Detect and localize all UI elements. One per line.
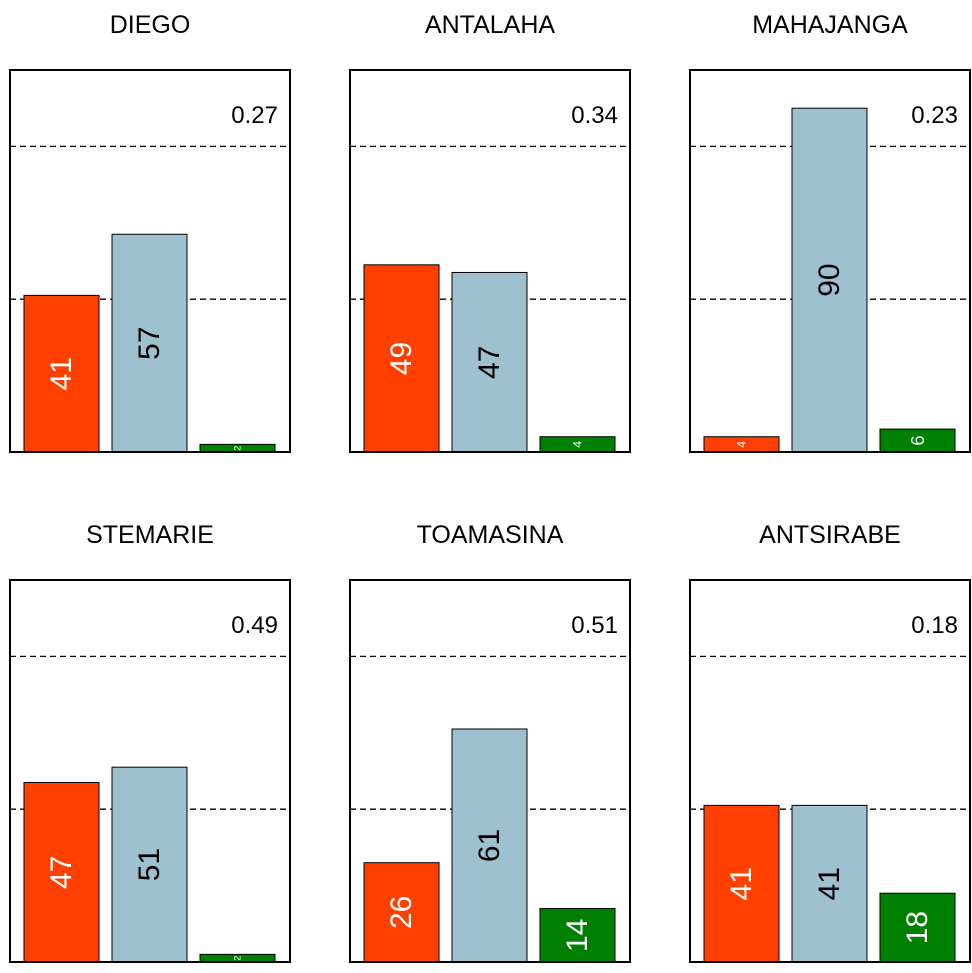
bar bbox=[451, 728, 528, 963]
panel-corner-value: 0.49 bbox=[231, 612, 278, 639]
panel-frame bbox=[9, 579, 291, 963]
panel-title: TOAMASINA bbox=[417, 521, 564, 549]
bar-value-label: 14 bbox=[561, 919, 594, 952]
bar bbox=[791, 804, 868, 963]
chart-panel-mahajanga: MAHAJANGA 4 90 6 0.23 bbox=[689, 11, 971, 453]
panel-title: STEMARIE bbox=[86, 521, 214, 549]
bar-value-label: 41 bbox=[813, 867, 846, 900]
panel-corner-value: 0.18 bbox=[911, 612, 958, 639]
panel-corner-value: 0.27 bbox=[231, 102, 278, 129]
panel-frame bbox=[689, 579, 971, 963]
chart-panel-diego: DIEGO 41 57 2 0.27 bbox=[9, 11, 291, 453]
panel-frame bbox=[349, 69, 631, 453]
bar-value-label: 61 bbox=[473, 829, 506, 862]
bar-value-label: 2 bbox=[233, 956, 243, 961]
panel-frame bbox=[9, 69, 291, 453]
bar bbox=[791, 107, 868, 453]
chart-panel-antsirabe: ANTSIRABE 41 41 18 0.18 bbox=[689, 521, 971, 963]
panel-frame bbox=[689, 69, 971, 453]
panel-corner-value: 0.34 bbox=[571, 102, 618, 129]
bar bbox=[363, 862, 440, 963]
panel-title: DIEGO bbox=[110, 11, 191, 39]
panel-title: MAHAJANGA bbox=[752, 11, 908, 39]
bar bbox=[111, 766, 188, 963]
bar-value-label: 4 bbox=[571, 441, 585, 448]
chart-panel-stemarie: STEMARIE 47 51 2 0.49 bbox=[9, 521, 291, 963]
bar-value-label: 57 bbox=[133, 326, 166, 359]
bar bbox=[879, 892, 956, 963]
chart-panel-toamasina: TOAMASINA 26 61 14 0.51 bbox=[349, 521, 631, 963]
bar bbox=[23, 781, 100, 963]
bar-value-label: 6 bbox=[907, 435, 928, 445]
bar-value-label: 4 bbox=[735, 441, 749, 448]
chart-panel-antalaha: ANTALAHA 49 47 4 0.34 bbox=[349, 11, 631, 453]
panel-corner-value: 0.51 bbox=[571, 612, 618, 639]
panel-title: ANTSIRABE bbox=[759, 521, 901, 549]
bar-value-label: 49 bbox=[385, 342, 418, 375]
bar-value-label: 47 bbox=[45, 856, 78, 889]
panel-corner-value: 0.23 bbox=[911, 102, 958, 129]
bar-value-label: 51 bbox=[133, 848, 166, 881]
bar-value-label: 26 bbox=[385, 896, 418, 929]
bar-value-label: 47 bbox=[473, 346, 506, 379]
bar-value-label: 18 bbox=[901, 911, 934, 944]
bar bbox=[539, 908, 616, 963]
bar-value-label: 2 bbox=[233, 446, 243, 451]
bar-value-label: 41 bbox=[45, 357, 78, 390]
bar bbox=[111, 233, 188, 453]
bar-value-label: 41 bbox=[725, 867, 758, 900]
panel-title: ANTALAHA bbox=[425, 11, 555, 39]
panel-frame bbox=[349, 579, 631, 963]
bar-value-label: 90 bbox=[813, 263, 846, 296]
bar bbox=[363, 264, 440, 453]
bar bbox=[23, 294, 100, 453]
